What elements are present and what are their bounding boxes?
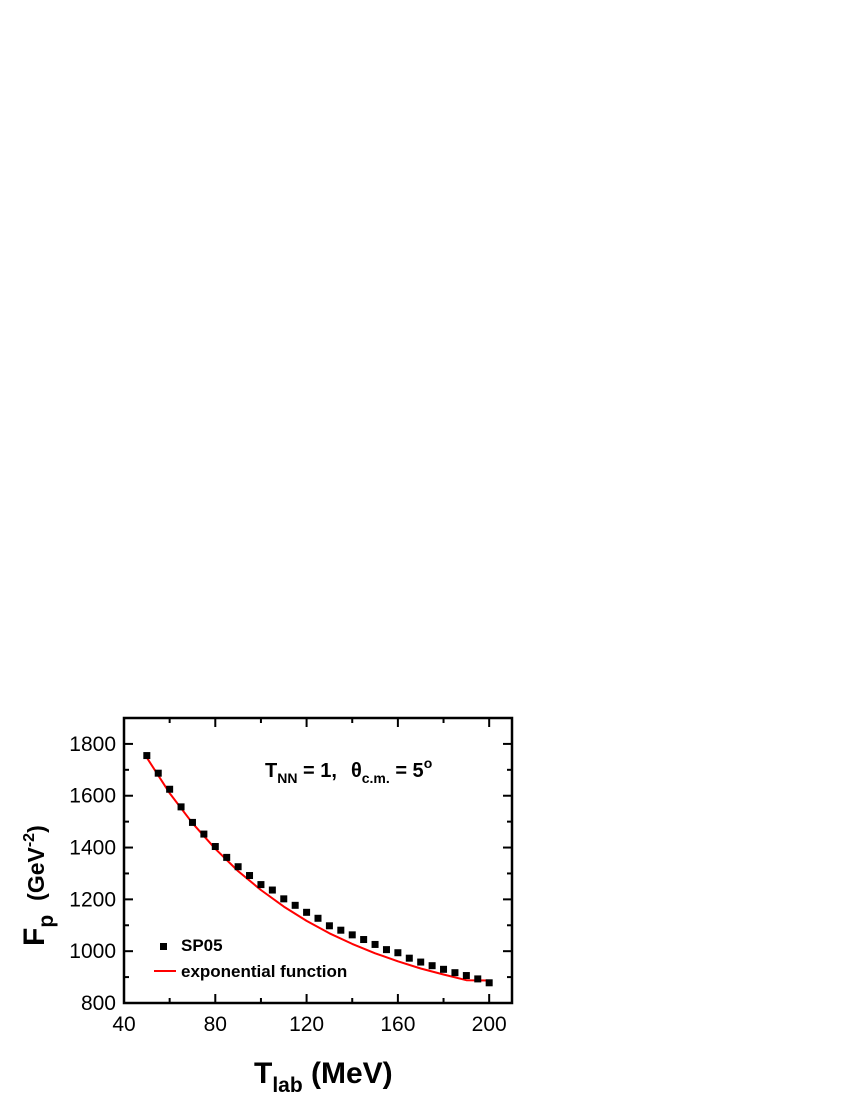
annotation-theta-sub: c.m. (362, 770, 390, 786)
y-axis-title-sub: p (35, 915, 58, 928)
sp05-point (405, 954, 413, 962)
sp05-point (177, 803, 185, 811)
sp05-point (143, 752, 151, 760)
y-tick-label: 1600 (69, 785, 116, 808)
sp05-point (291, 901, 299, 909)
sp05-point (371, 940, 379, 948)
x-axis-title: Tlab (MeV) (254, 1057, 393, 1097)
y-axis-title-main: F (18, 928, 51, 946)
annotation-t-value: = 1, (297, 760, 336, 782)
sp05-point (474, 975, 482, 983)
sp05-point (234, 863, 242, 871)
y-axis-title-sup: -2 (21, 833, 38, 847)
legend-marker-sp05 (160, 943, 167, 950)
x-axis-ticks: 40 80 120 160 200 (112, 718, 507, 1036)
sp05-point (451, 969, 459, 977)
y-tick-label: 1000 (69, 940, 116, 963)
sp05-point (246, 872, 254, 880)
sp05-point (428, 962, 436, 970)
x-tick-label: 80 (204, 1013, 227, 1036)
annotation-theta-value: = 5 (390, 760, 424, 782)
sp05-point (462, 972, 470, 980)
annotation: TNN = 1, θc.m. = 5o (265, 755, 432, 786)
x-tick-label: 120 (289, 1013, 324, 1036)
x-axis-title-unit: (MeV) (303, 1057, 393, 1090)
annotation-theta-sup: o (424, 755, 433, 771)
sp05-point (303, 908, 311, 916)
y-axis-title: Fp (GeV-2) (18, 825, 58, 946)
sp05-point (348, 931, 356, 939)
sp05-point (223, 853, 231, 861)
sp05-point (360, 936, 368, 944)
y-tick-label: 1800 (69, 733, 116, 756)
y-axis-title-unit: (GeV (23, 847, 49, 901)
legend: SP05 exponential function (154, 936, 347, 981)
sp05-point (257, 881, 265, 889)
annotation-theta: θ (351, 760, 362, 782)
y-axis-title-close: ) (23, 825, 49, 833)
sp05-point (268, 886, 276, 894)
x-tick-label: 160 (380, 1013, 415, 1036)
plot-frame (122, 716, 514, 1005)
data-markers-group (143, 752, 493, 987)
y-tick-label: 1200 (69, 888, 116, 911)
sp05-point (440, 965, 448, 973)
sp05-point (211, 843, 219, 851)
sp05-point (200, 830, 208, 838)
sp05-point (485, 979, 493, 987)
x-axis-title-main: T (254, 1057, 272, 1090)
y-tick-label: 800 (81, 992, 116, 1015)
sp05-point (154, 769, 162, 777)
y-tick-label: 1400 (69, 837, 116, 860)
legend-label-fit: exponential function (181, 962, 347, 981)
x-tick-label: 40 (112, 1013, 135, 1036)
annotation-t-sub: NN (277, 770, 297, 786)
x-tick-label: 200 (472, 1013, 507, 1036)
sp05-point (166, 785, 174, 793)
sp05-point (280, 895, 288, 903)
legend-label-sp05: SP05 (181, 936, 223, 955)
sp05-point (337, 926, 345, 934)
y-axis-ticks: 800 1000 1200 1400 1600 1800 (69, 717, 512, 1015)
annotation-t: T (265, 760, 277, 782)
sp05-point (394, 949, 402, 957)
sp05-point (417, 958, 425, 966)
x-axis-title-sub: lab (272, 1074, 302, 1097)
sp05-point (382, 946, 390, 954)
sp05-point (314, 914, 322, 922)
sp05-point (325, 922, 333, 930)
sp05-point (188, 818, 196, 826)
